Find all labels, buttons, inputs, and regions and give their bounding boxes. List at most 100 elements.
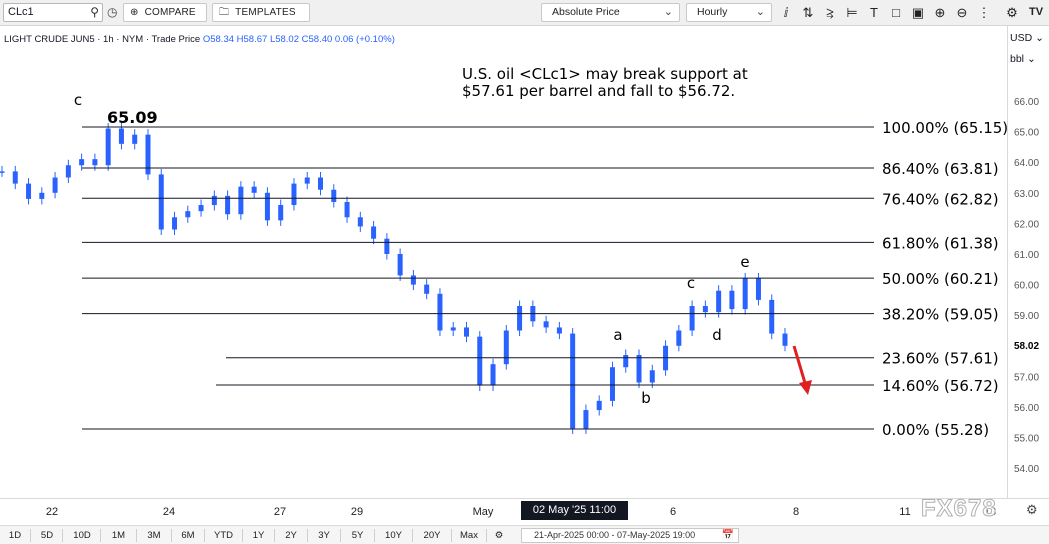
unit-select[interactable]: bbl ⌄ (1010, 53, 1036, 65)
chevron-down-icon: ⌄ (663, 6, 673, 18)
draw-tool-icon[interactable]: ⥸ (826, 5, 834, 20)
top-toolbar: CLc1 ⚲ ◷ ⊕ COMPARE 🗀 TEMPLATES Absolute … (0, 0, 1049, 26)
range-button-2y[interactable]: 2Y (285, 530, 297, 541)
candle-body (450, 327, 456, 331)
text-tool-icon[interactable]: T (870, 5, 878, 20)
candle-body (0, 171, 5, 173)
candle-body (437, 293, 443, 331)
time-axis-ticks: 22 24 27 29 May 6 8 11 13 (46, 506, 996, 518)
fx678-watermark: FX678 (921, 495, 997, 523)
axis-settings-icon[interactable]: ⚙ (1026, 502, 1038, 517)
clock-icon[interactable]: ◷ (107, 5, 118, 19)
range-button-1d[interactable]: 1D (8, 530, 22, 541)
zoom-out-icon[interactable]: ⊖ (956, 5, 968, 20)
menu-icon[interactable]: ⋮ (977, 5, 991, 20)
candle-body (623, 354, 629, 368)
range-separator (412, 529, 413, 542)
time-tick-label: 22 (46, 506, 58, 518)
date-range-field[interactable]: 21-Apr-2025 00:00 - 07-May-2025 19:00 📅 (521, 528, 739, 543)
price-tick-label: 65.00 (1014, 128, 1039, 139)
indicators-icon[interactable]: ⇅ (802, 5, 814, 20)
price-axis[interactable]: 66.00 65.00 64.00 63.00 62.00 61.00 60.00 59.00… (1007, 26, 1049, 498)
candle-body (477, 336, 483, 386)
candle-body (676, 330, 682, 346)
range-separator (340, 529, 341, 542)
gear-icon[interactable]: ⚙ (1006, 5, 1018, 20)
wave-label: d (712, 326, 722, 344)
candle-body (52, 177, 58, 193)
unit-value: bbl (1010, 53, 1025, 65)
range-button-max[interactable]: Max (460, 530, 478, 541)
compare-button[interactable]: ⊕ COMPARE (123, 3, 207, 22)
candle-body (132, 134, 138, 144)
down-arrow-shaft (792, 345, 807, 384)
range-button-5y[interactable]: 5Y (351, 530, 364, 541)
candle-body (39, 192, 45, 199)
shapes-tool-icon[interactable]: □ (892, 5, 900, 20)
interval-select[interactable]: Hourly ⌄ (686, 3, 772, 22)
candle-body (782, 333, 788, 346)
range-settings-icon[interactable]: ⚙ (494, 530, 504, 541)
range-button-10y[interactable]: 10Y (385, 530, 402, 541)
currency-value: USD (1010, 32, 1033, 44)
candle-body (238, 186, 244, 215)
candle-body (517, 306, 523, 331)
range-separator (171, 529, 172, 542)
candle-body (729, 290, 735, 310)
price-tick-label: 62.00 (1014, 219, 1039, 230)
range-separator (274, 529, 275, 542)
candle-body (570, 333, 576, 429)
time-tick-label: 8 (793, 506, 799, 518)
compare-label: COMPARE (144, 7, 196, 18)
fib-level-label: 100.00% (65.15) (882, 119, 1007, 137)
price-tick-label: 56.00 (1014, 403, 1039, 414)
range-separator (307, 529, 308, 542)
candle-body (318, 177, 324, 190)
range-button-6m[interactable]: 6M (181, 530, 195, 541)
currency-select[interactable]: USD ⌄ (1010, 32, 1044, 44)
range-button-1y[interactable]: 1Y (252, 530, 265, 541)
price-tick-label: 61.00 (1014, 250, 1039, 261)
time-tick-label: 6 (670, 506, 676, 518)
templates-button[interactable]: 🗀 TEMPLATES (212, 3, 310, 22)
range-button-ytd[interactable]: YTD (214, 530, 233, 541)
range-button-10d[interactable]: 10D (73, 530, 91, 541)
calendar-icon[interactable]: 📅 (721, 530, 734, 541)
symbol-search-input[interactable]: CLc1 ⚲ (3, 3, 103, 22)
bar-style-icon[interactable]: ⅈ (783, 5, 789, 20)
range-button-3y[interactable]: 3Y (318, 530, 330, 541)
time-tick-label: 24 (163, 506, 175, 518)
range-button-1m[interactable]: 1M (111, 530, 126, 541)
candle-body (503, 330, 509, 365)
range-button-3m[interactable]: 3M (147, 530, 161, 541)
legend-low: L58.02 (269, 34, 299, 45)
fib-level-label: 86.40% (63.81) (882, 160, 999, 178)
search-icon[interactable]: ⚲ (90, 5, 99, 19)
zoom-in-icon[interactable]: ⊕ (934, 5, 946, 20)
range-button-5d[interactable]: 5D (40, 530, 54, 541)
candle-body (92, 159, 98, 166)
snapshot-icon[interactable]: ▣ (911, 5, 925, 20)
candle-body (291, 183, 297, 206)
candle-body (371, 226, 377, 239)
candle-body (596, 400, 602, 411)
time-tick-label: 27 (274, 506, 286, 518)
candle-body (331, 189, 337, 202)
range-separator (136, 529, 137, 542)
price-mode-select[interactable]: Absolute Price ⌄ (541, 3, 680, 22)
candle-body (105, 128, 111, 166)
candle-body (742, 278, 748, 310)
fib-level-label: 76.40% (62.82) (882, 190, 999, 208)
range-separator (451, 529, 452, 542)
chevron-down-icon: ⌄ (1026, 53, 1036, 65)
price-tick-label: 57.00 (1014, 372, 1039, 383)
folder-icon: 🗀 (219, 7, 230, 18)
drawing-tools: ⅈ ⇅ ⥸ ⊨ T □ ▣ ⊕ ⊖ ⋮ ⚙ TV (778, 3, 1049, 23)
candle-body (225, 195, 231, 215)
candle-body (556, 327, 562, 334)
range-button-20y[interactable]: 20Y (423, 530, 441, 541)
candle-body (463, 327, 469, 337)
price-chart[interactable]: 100.00% (65.15) 86.40% (63.81) 76.40% (62.… (0, 26, 1007, 498)
candle-body (12, 171, 18, 184)
line-tool-icon[interactable]: ⊨ (846, 5, 858, 20)
